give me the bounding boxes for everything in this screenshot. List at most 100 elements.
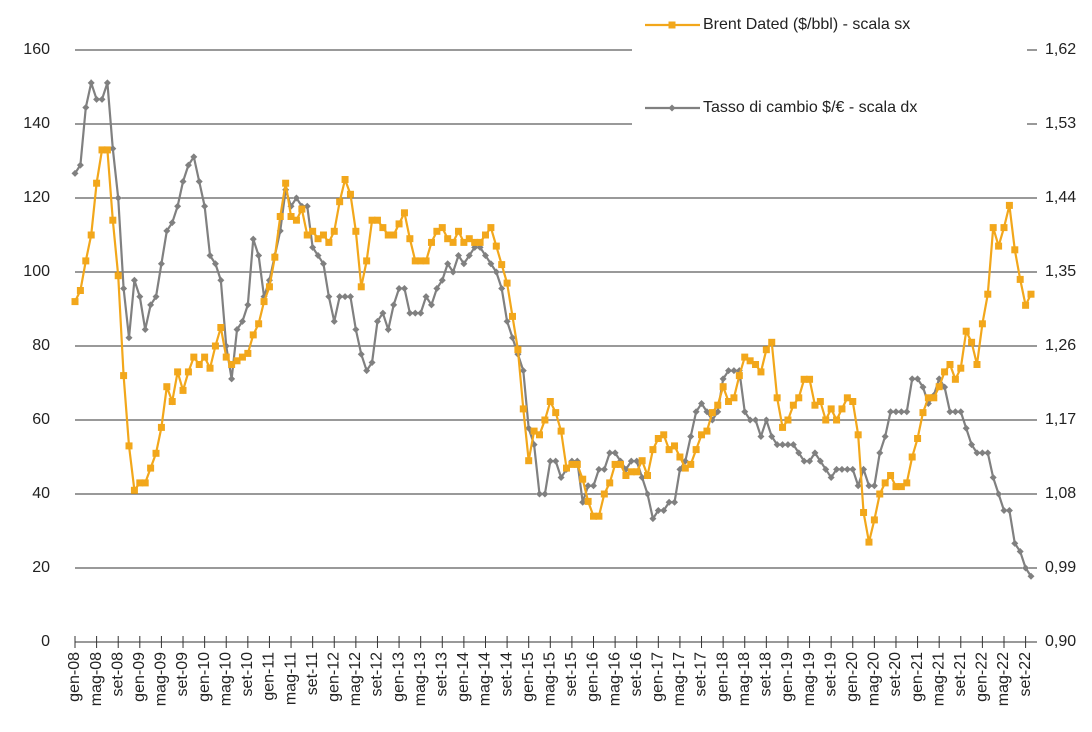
point	[498, 284, 506, 292]
point	[303, 231, 311, 239]
point	[465, 252, 473, 260]
point	[222, 353, 230, 361]
point	[876, 490, 884, 498]
point	[303, 202, 311, 210]
point	[330, 227, 338, 235]
point	[919, 383, 927, 391]
point	[238, 353, 246, 361]
point	[865, 538, 873, 546]
point	[174, 368, 182, 376]
point	[541, 490, 549, 498]
point	[433, 284, 441, 292]
point	[654, 435, 662, 442]
point	[779, 441, 787, 449]
point	[989, 224, 997, 232]
point	[984, 290, 992, 298]
x-tick-label: set-16	[628, 652, 645, 697]
point	[752, 361, 760, 368]
x-tick-label: gen-18	[714, 652, 731, 702]
point	[265, 283, 273, 291]
x-tick-label: gen-22	[974, 652, 991, 702]
point	[606, 449, 614, 457]
point	[460, 238, 468, 246]
point	[1022, 301, 1030, 309]
point	[838, 405, 846, 413]
point	[563, 464, 571, 472]
x-tick-label: set-21	[952, 652, 969, 697]
point	[309, 243, 317, 251]
point	[816, 457, 824, 465]
point	[892, 408, 900, 416]
point	[757, 432, 765, 440]
x-tick-label: set-09	[174, 652, 191, 697]
point	[141, 479, 149, 487]
point	[411, 257, 419, 265]
point	[395, 220, 403, 228]
x-tick-label: gen-13	[390, 652, 407, 702]
point	[968, 338, 976, 346]
point	[449, 238, 457, 246]
point	[897, 408, 905, 416]
point	[811, 401, 819, 409]
point	[400, 209, 408, 217]
point	[373, 317, 381, 325]
point	[833, 465, 841, 473]
point	[611, 449, 619, 457]
point	[422, 257, 430, 265]
point	[951, 408, 959, 416]
point	[368, 216, 376, 224]
point	[93, 179, 101, 187]
x-tick-label: gen-11	[261, 652, 278, 701]
point	[233, 326, 241, 334]
point	[427, 238, 435, 246]
point	[671, 498, 679, 506]
point	[330, 317, 338, 325]
point	[168, 219, 176, 227]
point	[546, 398, 554, 405]
point	[492, 268, 500, 276]
point	[654, 506, 662, 514]
x-tick-label: gen-19	[779, 652, 796, 702]
point	[206, 364, 214, 372]
point	[703, 408, 711, 416]
point	[357, 350, 365, 358]
y-tick-label: 120	[23, 189, 50, 206]
point	[357, 283, 365, 291]
point	[201, 202, 209, 210]
x-tick-label: mag-21	[930, 652, 947, 706]
point	[779, 423, 787, 431]
point	[433, 227, 441, 235]
point	[919, 409, 927, 417]
point	[114, 194, 122, 202]
x-tick-label: set-18	[758, 652, 775, 697]
point	[546, 457, 554, 465]
point	[352, 227, 360, 235]
x-tick-label: gen-09	[131, 652, 148, 702]
point	[714, 401, 722, 409]
y2-tick-label: 1,08	[1045, 485, 1076, 502]
point	[508, 334, 516, 342]
point	[708, 409, 716, 417]
point	[217, 324, 225, 331]
x-tick-label: mag-18	[736, 652, 753, 706]
point	[903, 408, 911, 416]
point	[1000, 506, 1008, 514]
point	[147, 301, 155, 309]
x-tick-label: gen-16	[585, 652, 602, 702]
point	[1005, 201, 1013, 209]
point	[314, 252, 322, 260]
point	[719, 375, 727, 383]
point	[444, 235, 452, 243]
point	[109, 216, 117, 224]
point	[244, 349, 252, 357]
point	[600, 490, 608, 498]
point	[854, 431, 862, 439]
point	[784, 416, 792, 424]
y2-tick-label: 0,99	[1045, 559, 1076, 576]
legend-bg	[632, 0, 1027, 132]
legend: Brent Dated ($/bbl) - scala sx Tasso di c…	[632, 0, 1027, 132]
point	[346, 190, 354, 198]
point	[211, 342, 219, 350]
y-tick-label: 100	[23, 263, 50, 280]
point	[249, 235, 257, 243]
